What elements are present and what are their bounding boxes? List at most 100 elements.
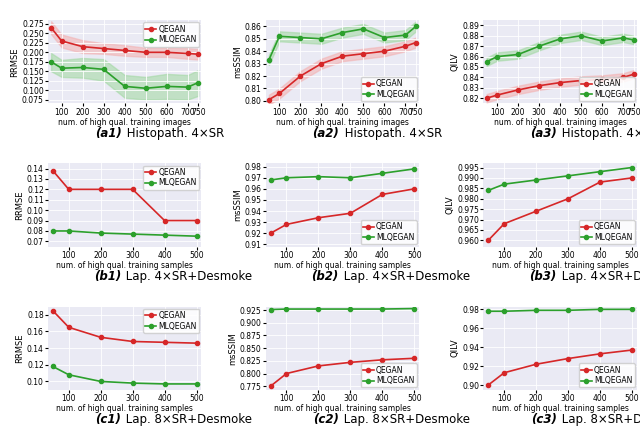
QEGAN: [267, 383, 275, 389]
Text: (c2) Lap. 8×SR+Desmoke: (c2) Lap. 8×SR+Desmoke: [266, 413, 419, 426]
Text: (a1): (a1): [95, 127, 122, 140]
MLQEGAN: [283, 175, 291, 181]
QEGAN: [97, 335, 104, 340]
MLQEGAN: [564, 173, 572, 178]
QEGAN: [532, 362, 540, 367]
MLQEGAN: [500, 309, 508, 314]
X-axis label: num. of high qual. training samples: num. of high qual. training samples: [492, 404, 628, 414]
MLQEGAN: [267, 177, 275, 183]
QEGAN: [410, 186, 418, 192]
Text: (a2) Histopath. 4×SR: (a2) Histopath. 4×SR: [280, 127, 405, 140]
Legend: QEGAN, MLQEGAN: QEGAN, MLQEGAN: [143, 309, 199, 333]
Line: MLQEGAN: MLQEGAN: [268, 306, 417, 312]
Line: MLQEGAN: MLQEGAN: [486, 307, 634, 313]
Text: Lap. 8×SR+Desmoke: Lap. 8×SR+Desmoke: [558, 413, 640, 426]
X-axis label: num. of high qual. training images: num. of high qual. training images: [58, 118, 191, 127]
Line: MLQEGAN: MLQEGAN: [484, 34, 636, 64]
MLQEGAN: [161, 381, 168, 387]
MLQEGAN: [410, 306, 418, 311]
QEGAN: [315, 363, 323, 369]
MLQEGAN: [315, 174, 323, 179]
QEGAN: [121, 48, 129, 53]
QEGAN: [163, 50, 170, 55]
Text: Lap. 4×SR+Desmoke: Lap. 4×SR+Desmoke: [122, 270, 252, 283]
MLQEGAN: [276, 34, 284, 39]
MLQEGAN: [556, 36, 564, 42]
Line: QEGAN: QEGAN: [486, 176, 634, 242]
MLQEGAN: [564, 308, 572, 313]
X-axis label: num. of high qual. training samples: num. of high qual. training samples: [56, 261, 193, 270]
MLQEGAN: [49, 228, 56, 234]
Text: (c3) Lap. 8×SR+Desmoke: (c3) Lap. 8×SR+Desmoke: [484, 413, 637, 426]
QEGAN: [500, 370, 508, 375]
QEGAN: [484, 237, 492, 243]
MLQEGAN: [628, 307, 636, 312]
QEGAN: [317, 61, 325, 66]
QEGAN: [381, 48, 388, 54]
QEGAN: [620, 75, 627, 80]
MLQEGAN: [49, 364, 56, 369]
Text: (a3) Histopath. 4×SR: (a3) Histopath. 4×SR: [497, 127, 623, 140]
QEGAN: [49, 168, 56, 173]
Y-axis label: RRMSE: RRMSE: [15, 190, 24, 220]
MLQEGAN: [58, 65, 65, 71]
Text: Lap. 4×SR+Desmoke: Lap. 4×SR+Desmoke: [558, 270, 640, 283]
Text: (a3): (a3): [530, 127, 557, 140]
QEGAN: [412, 40, 420, 45]
QEGAN: [315, 215, 323, 220]
X-axis label: num. of high qual. training samples: num. of high qual. training samples: [56, 404, 193, 414]
MLQEGAN: [193, 381, 200, 387]
Legend: QEGAN, MLQEGAN: QEGAN, MLQEGAN: [361, 363, 417, 388]
QEGAN: [79, 44, 86, 49]
MLQEGAN: [515, 52, 522, 57]
MLQEGAN: [265, 57, 273, 63]
Text: (c1) Lap. 8×SR+Desmoke: (c1) Lap. 8×SR+Desmoke: [48, 413, 201, 426]
QEGAN: [346, 360, 354, 365]
Line: MLQEGAN: MLQEGAN: [49, 60, 200, 90]
MLQEGAN: [577, 33, 585, 39]
QEGAN: [493, 92, 501, 98]
MLQEGAN: [483, 59, 490, 65]
Y-axis label: msSSIM: msSSIM: [228, 332, 237, 365]
Text: (c3): (c3): [531, 413, 557, 426]
Line: MLQEGAN: MLQEGAN: [267, 24, 418, 62]
QEGAN: [484, 382, 492, 388]
MLQEGAN: [315, 306, 323, 312]
QEGAN: [267, 231, 275, 236]
QEGAN: [500, 221, 508, 226]
QEGAN: [195, 52, 202, 57]
QEGAN: [47, 25, 55, 30]
Line: QEGAN: QEGAN: [268, 356, 417, 388]
MLQEGAN: [401, 32, 409, 38]
Y-axis label: RRMSE: RRMSE: [10, 47, 19, 77]
MLQEGAN: [142, 86, 150, 91]
MLQEGAN: [628, 165, 636, 170]
MLQEGAN: [360, 26, 367, 31]
Legend: QEGAN, MLQEGAN: QEGAN, MLQEGAN: [579, 220, 634, 244]
Text: (b2) Lap. 4×SR+Desmoke: (b2) Lap. 4×SR+Desmoke: [265, 270, 420, 283]
MLQEGAN: [195, 80, 202, 85]
QEGAN: [596, 351, 604, 357]
Line: QEGAN: QEGAN: [484, 72, 636, 100]
MLQEGAN: [484, 188, 492, 193]
Line: MLQEGAN: MLQEGAN: [486, 165, 634, 193]
QEGAN: [58, 38, 65, 43]
MLQEGAN: [97, 230, 104, 236]
Legend: QEGAN, MLQEGAN: QEGAN, MLQEGAN: [143, 22, 199, 47]
Text: Histopath. 4×SR: Histopath. 4×SR: [340, 127, 442, 140]
QEGAN: [532, 208, 540, 214]
MLQEGAN: [163, 84, 170, 89]
QEGAN: [339, 53, 346, 59]
Text: (b3): (b3): [529, 270, 557, 283]
QEGAN: [577, 78, 585, 83]
QEGAN: [564, 196, 572, 202]
QEGAN: [184, 51, 191, 56]
Line: QEGAN: QEGAN: [49, 26, 200, 56]
X-axis label: num. of high qual. training images: num. of high qual. training images: [493, 118, 627, 127]
Line: QEGAN: QEGAN: [51, 168, 198, 223]
Text: (c1): (c1): [95, 413, 121, 426]
Line: QEGAN: QEGAN: [268, 187, 417, 235]
X-axis label: num. of high qual. training samples: num. of high qual. training samples: [274, 404, 411, 414]
MLQEGAN: [535, 43, 543, 49]
MLQEGAN: [378, 306, 386, 312]
